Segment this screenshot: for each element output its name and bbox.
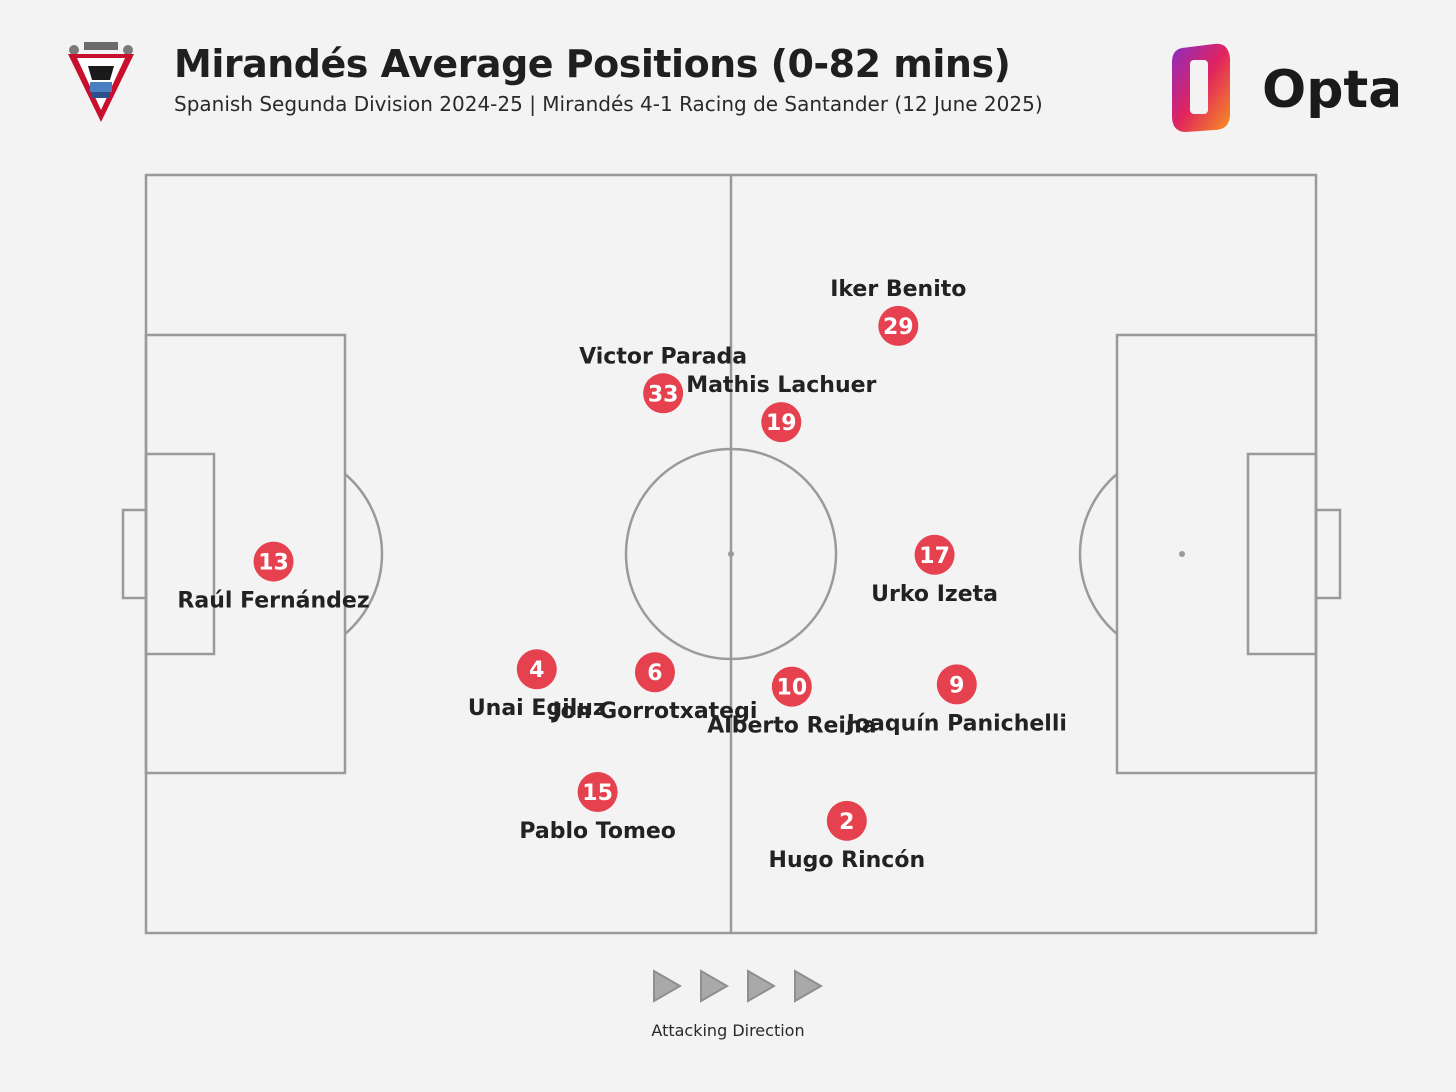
player-marker: 19 Mathis Lachuer xyxy=(686,373,877,443)
player-name: Mathis Lachuer xyxy=(686,373,876,398)
player-number: 9 xyxy=(949,673,964,698)
arrow-right-icon xyxy=(700,969,730,1003)
player-dot xyxy=(936,664,977,705)
player-number: 19 xyxy=(766,411,797,436)
centre-spot xyxy=(728,551,734,557)
player-marker: 17 Urko Izeta xyxy=(871,534,998,607)
pitch-markings xyxy=(121,173,1342,935)
arrow-right-icon xyxy=(747,969,777,1003)
centre-circle xyxy=(624,447,838,661)
player-name: Unai Egiluz xyxy=(468,696,606,721)
header: Mirandés Average Positions (0-82 mins) S… xyxy=(0,0,1456,150)
attacking-direction-arrows xyxy=(653,969,824,1003)
player-marker: 9 Joaquín Panichelli xyxy=(845,664,1067,736)
player-dot xyxy=(914,534,955,575)
player-dot xyxy=(634,652,675,693)
right-six-yard-box xyxy=(1246,452,1318,656)
arrow-right-icon xyxy=(794,969,824,1003)
player-marker: 33 Victor Parada xyxy=(579,344,747,414)
player-dot xyxy=(761,402,802,443)
player-name: Jon Gorrotxategi xyxy=(551,699,758,724)
player-number: 2 xyxy=(839,810,854,835)
player-marker: 15 Pablo Tomeo xyxy=(519,772,676,844)
arrow-right-icon xyxy=(653,969,683,1003)
player-name: Urko Izeta xyxy=(871,582,998,607)
player-number: 13 xyxy=(258,551,289,576)
player-number: 15 xyxy=(582,781,613,806)
player-dot xyxy=(771,666,812,707)
page-subtitle: Spanish Segunda Division 2024-25 | Miran… xyxy=(174,92,1043,116)
player-name: Alberto Reina xyxy=(707,714,876,739)
right-penalty-arc xyxy=(1078,473,1118,635)
left-penalty-arc xyxy=(344,473,384,635)
player-number: 10 xyxy=(777,676,808,701)
player-dot xyxy=(878,305,919,346)
right-penalty-box xyxy=(1115,333,1318,775)
player-name: Iker Benito xyxy=(830,277,966,302)
player-dot xyxy=(577,772,618,813)
player-marker: 13 Raúl Fernández xyxy=(177,541,370,614)
player-name: Raúl Fernández xyxy=(177,589,369,614)
left-goal xyxy=(121,508,148,600)
player-number: 33 xyxy=(648,382,679,407)
player-number: 29 xyxy=(883,315,914,340)
opta-logo: Opta xyxy=(1172,43,1398,132)
player-name: Hugo Rincón xyxy=(769,848,926,873)
player-marker: 6 Jon Gorrotxategi xyxy=(551,652,758,724)
player-name: Joaquín Panichelli xyxy=(845,711,1067,736)
club-crest-icon xyxy=(68,42,134,122)
right-goal xyxy=(1314,508,1342,600)
opta-wordmark: Opta xyxy=(1262,60,1398,120)
player-marker: 2 Hugo Rincón xyxy=(769,800,926,873)
player-marker: 10 Alberto Reina xyxy=(707,666,876,739)
player-marker: 29 Iker Benito xyxy=(830,277,966,346)
player-marker: 4 Unai Egiluz xyxy=(468,649,606,721)
player-number: 17 xyxy=(919,544,950,569)
player-number: 4 xyxy=(529,658,544,683)
player-number: 6 xyxy=(647,661,662,686)
left-penalty-box xyxy=(144,333,347,775)
player-dot xyxy=(643,373,684,414)
attacking-direction-label: Attacking Direction xyxy=(651,1021,805,1040)
players-layer: 13 Raúl Fernández 4 Unai Egiluz 6 Jon Gorrotx… xyxy=(177,277,1067,873)
player-dot xyxy=(253,541,294,582)
player-dot xyxy=(826,800,867,841)
player-name: Pablo Tomeo xyxy=(519,819,676,844)
page-title: Mirandés Average Positions (0-82 mins) xyxy=(174,42,1011,86)
left-six-yard-box xyxy=(144,452,216,656)
player-name: Victor Parada xyxy=(579,344,747,369)
player-dot xyxy=(516,649,557,690)
right-penalty-spot xyxy=(1179,551,1185,557)
